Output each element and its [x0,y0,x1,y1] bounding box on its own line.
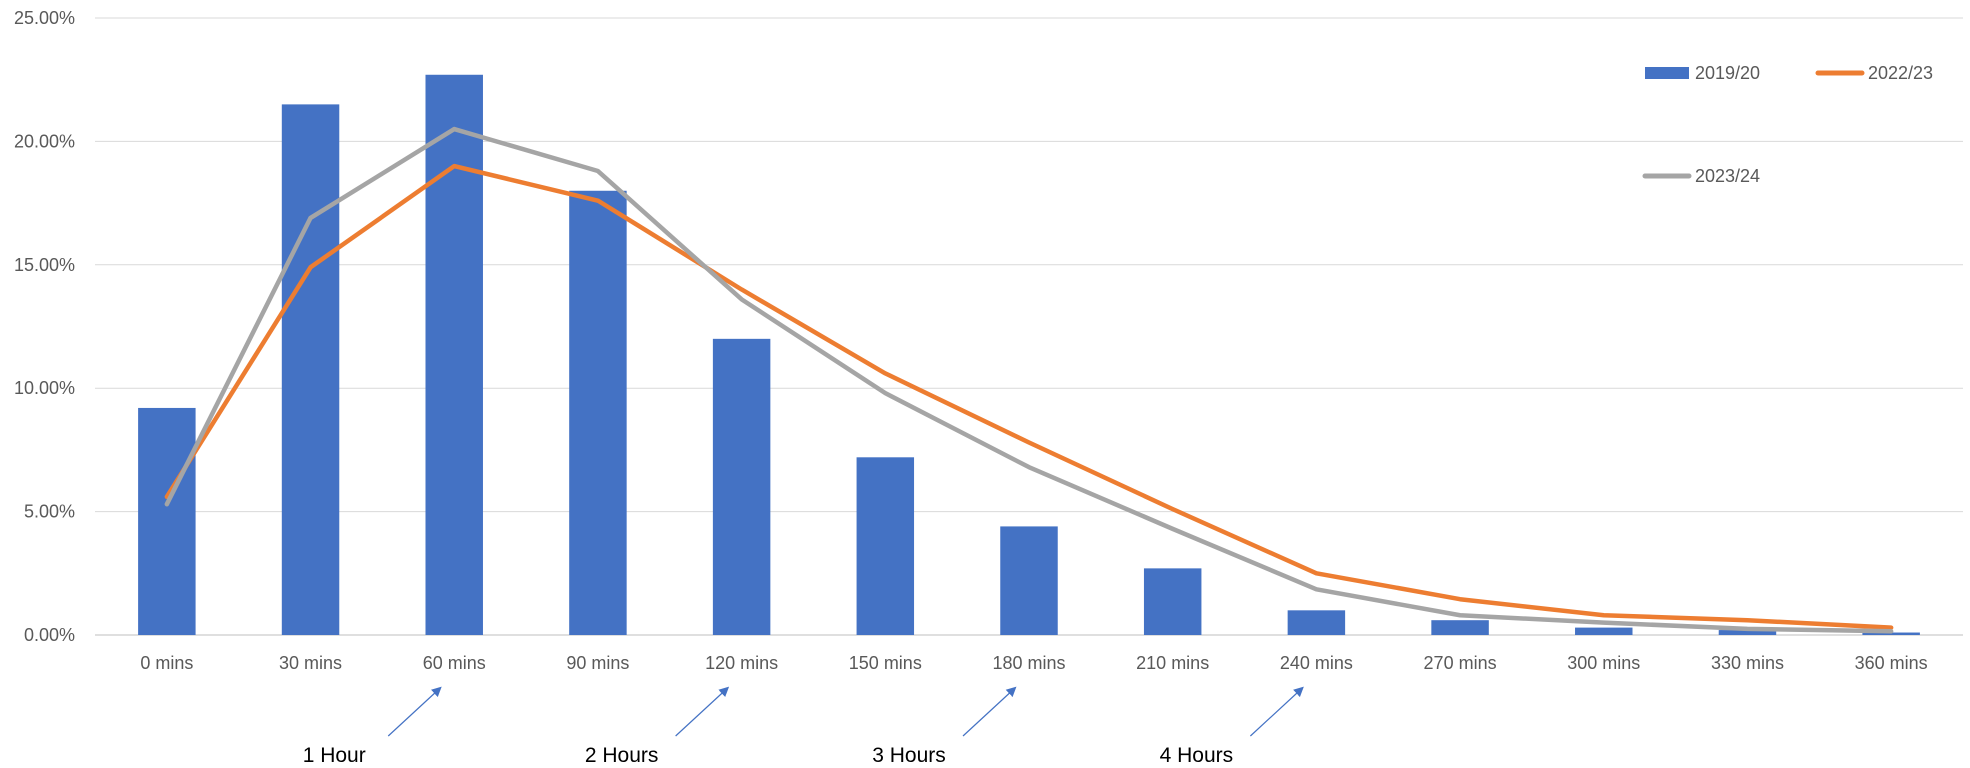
legend-label-2022-23: 2022/23 [1868,63,1933,83]
x-tick-label: 210 mins [1136,653,1209,673]
x-tick-label: 330 mins [1711,653,1784,673]
y-tick-label: 5.00% [24,502,75,522]
bar-2019-20-240-mins [1287,610,1346,635]
bar-2019-20-30-mins [281,104,340,635]
lines [164,126,1894,634]
line-series-2022-23 [164,163,1894,630]
x-tick-label: 90 mins [566,653,629,673]
y-tick-label: 10.00% [14,378,75,398]
x-tick-label: 60 mins [423,653,486,673]
annotation-label: 4 Hours [1160,744,1234,767]
bar-2019-20-150-mins [856,457,915,635]
line-series-2023-24 [164,126,1894,634]
y-tick-label: 20.00% [14,131,75,151]
annotation-label: 3 Hours [872,744,946,767]
legend-swatch-2019-20 [1645,67,1689,79]
x-tick-label: 360 mins [1855,653,1928,673]
y-axis: 0.00% 5.00% 10.00% 15.00% 20.00% 25.00% [14,8,75,645]
annotation-arrow [387,686,442,737]
bar-2019-20-90-mins [569,190,627,635]
annotations: 1 Hour 2 Hours 3 Hours 4 Hours [303,686,1304,767]
x-tick-label: 300 mins [1567,653,1640,673]
bar-2019-20-330-mins [1718,630,1777,635]
bar-2019-20-60-mins [425,74,483,636]
x-tick-label: 240 mins [1280,653,1353,673]
x-axis: 0 mins 30 mins 60 mins 90 mins 120 mins 150 m… [140,653,1927,673]
legend: 2019/20 2022/23 2023/24 [1642,63,1933,186]
bar-2019-20-0-mins [138,407,196,635]
legend-label-2023-24: 2023/24 [1695,166,1760,186]
legend-label-2019-20: 2019/20 [1695,63,1760,83]
gridlines [95,17,1963,636]
bar-2019-20-180-mins [1000,526,1058,635]
x-tick-label: 150 mins [849,653,922,673]
annotation-label: 2 Hours [585,744,659,767]
annotation-label: 1 Hour [303,744,366,767]
bar-2019-20-300-mins [1575,627,1633,635]
y-tick-label: 25.00% [14,8,75,28]
bar-2019-20-360-mins [1862,632,1920,635]
bar-2019-20-210-mins [1143,568,1202,635]
x-tick-label: 30 mins [279,653,342,673]
annotation-arrow [962,686,1017,737]
annotation-arrow [1249,686,1304,737]
x-tick-label: 120 mins [705,653,778,673]
bar-2019-20-270-mins [1431,620,1489,635]
annotation-arrow [675,686,730,737]
x-tick-label: 0 mins [140,653,193,673]
bar-2019-20-120-mins [712,338,771,635]
bars [138,74,1920,636]
x-tick-label: 180 mins [992,653,1065,673]
y-tick-label: 0.00% [24,625,75,645]
x-tick-label: 270 mins [1424,653,1497,673]
y-tick-label: 15.00% [14,255,75,275]
